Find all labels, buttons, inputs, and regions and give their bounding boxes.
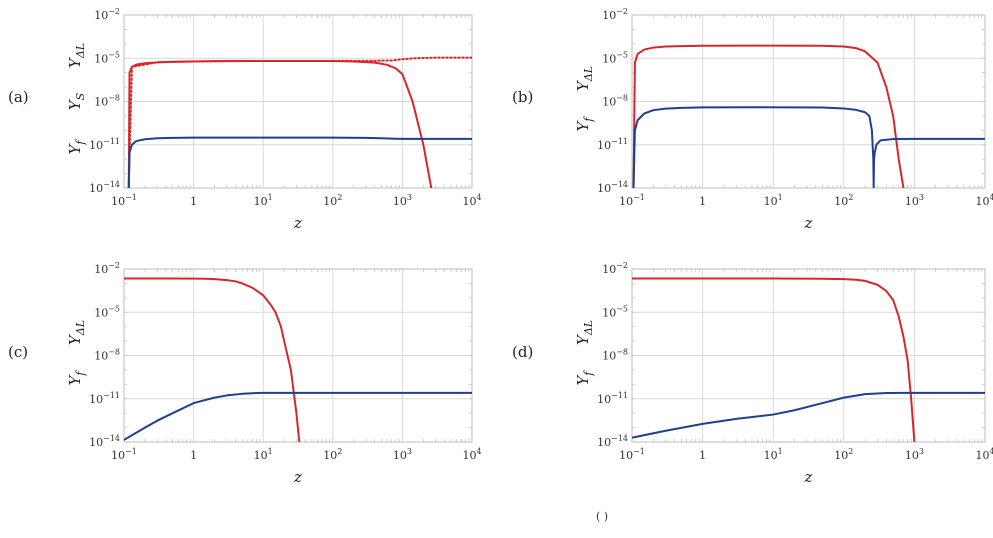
x-tick-label: 1 bbox=[699, 195, 706, 208]
y-axis-label-part: YΔL bbox=[66, 43, 87, 68]
x-tick-label: 101 bbox=[764, 447, 783, 462]
x-tick-label: 102 bbox=[323, 193, 342, 208]
y-axis-label-part: Yf bbox=[66, 370, 87, 386]
x-tick-label: 104 bbox=[975, 447, 993, 462]
y-axis-label-part-text: Yf bbox=[574, 116, 595, 132]
y-tick-label: 10−8 bbox=[94, 348, 120, 363]
y-axis-label-part: Yf bbox=[574, 116, 595, 132]
x-tick-label: 102 bbox=[834, 447, 853, 462]
series-line-1 bbox=[124, 391, 472, 441]
y-axis-label-part-text: Yf bbox=[66, 139, 87, 155]
y-axis-label-part-text: YΔL bbox=[574, 320, 595, 345]
y-tick-label: 10−2 bbox=[602, 261, 628, 276]
y-tick-label: 10−8 bbox=[94, 94, 120, 109]
y-tick-label: 10−5 bbox=[602, 304, 628, 319]
x-tick-label: 101 bbox=[254, 193, 273, 208]
chart-panel-d: 10−1 1 101 102 103 10410−1410−1110−810−510−2z… bbox=[512, 261, 993, 486]
y-tick-label: 10−5 bbox=[94, 50, 120, 65]
y-axis-label-part-text: YS bbox=[66, 92, 87, 110]
y-tick-label: 10−14 bbox=[89, 434, 120, 449]
chart-panel-b: 10−1 1 101 102 103 10410−1410−1110−810−510−2z… bbox=[512, 7, 993, 232]
y-tick-label: 10−11 bbox=[89, 391, 120, 406]
y-tick-label: 10−11 bbox=[597, 391, 628, 406]
x-tick-label: 102 bbox=[323, 447, 342, 462]
x-tick-label: 101 bbox=[764, 193, 783, 208]
y-tick-label: 10−5 bbox=[602, 50, 628, 65]
x-tick-label: 1 bbox=[190, 195, 197, 208]
x-tick-label: 10−1 bbox=[111, 193, 137, 208]
y-tick-label: 10−8 bbox=[602, 348, 628, 363]
y-tick-label: 10−2 bbox=[94, 7, 120, 22]
chart-panel-a: 10−1 1 101 102 103 10410−1410−1110−810−510−2z… bbox=[8, 7, 482, 232]
x-tick-label: 104 bbox=[462, 447, 481, 462]
series-line-0 bbox=[632, 277, 916, 442]
series-line-0 bbox=[124, 277, 301, 442]
x-tick-label: 103 bbox=[905, 193, 924, 208]
y-axis-label-part-text: Yf bbox=[66, 370, 87, 386]
x-tick-label: 101 bbox=[254, 447, 273, 462]
x-tick-label: 103 bbox=[905, 447, 924, 462]
series-line-1 bbox=[632, 391, 985, 439]
chart-panel-c: 10−1 1 101 102 103 10410−1410−1110−810−510−2z… bbox=[8, 261, 482, 486]
plot-frame bbox=[631, 268, 986, 443]
y-axis-label-part-text: YΔL bbox=[66, 320, 87, 345]
y-axis-label-part-text: YΔL bbox=[66, 43, 87, 68]
series-line-1 bbox=[632, 106, 985, 188]
x-axis-label: z bbox=[804, 468, 813, 486]
y-axis-label-part: Yf bbox=[574, 370, 595, 386]
x-tick-label: 104 bbox=[462, 193, 481, 208]
y-tick-label: 10−14 bbox=[597, 180, 628, 195]
x-tick-label: 102 bbox=[834, 193, 853, 208]
x-axis-label: z bbox=[293, 468, 302, 486]
y-tick-label: 10−14 bbox=[89, 180, 120, 195]
x-tick-label: 104 bbox=[975, 193, 993, 208]
y-axis-label-part-text: YΔL bbox=[574, 66, 595, 91]
y-tick-label: 10−5 bbox=[94, 304, 120, 319]
y-tick-label: 10−8 bbox=[602, 94, 628, 109]
footer-text: ( ) bbox=[596, 510, 608, 523]
panel-label: (a) bbox=[8, 88, 29, 106]
series-line-2 bbox=[127, 136, 472, 188]
y-axis-label-part: YΔL bbox=[574, 66, 595, 91]
panel-label: (d) bbox=[512, 343, 533, 361]
panel-label: (c) bbox=[8, 343, 28, 361]
plot-frame bbox=[123, 268, 473, 443]
y-axis-label-part: YΔL bbox=[574, 320, 595, 345]
x-tick-label: 1 bbox=[190, 449, 197, 462]
plot-frame bbox=[123, 14, 473, 189]
y-tick-label: 10−2 bbox=[602, 7, 628, 22]
y-axis-label-part: YS bbox=[66, 92, 87, 110]
x-tick-label: 10−1 bbox=[111, 447, 137, 462]
x-tick-label: 10−1 bbox=[619, 193, 645, 208]
y-tick-label: 10−11 bbox=[89, 137, 120, 152]
y-tick-label: 10−2 bbox=[94, 261, 120, 276]
y-axis-label-part: Yf bbox=[66, 139, 87, 155]
x-tick-label: 10−1 bbox=[619, 447, 645, 462]
series-line-0 bbox=[127, 59, 433, 188]
panel-label: (b) bbox=[512, 88, 533, 106]
x-axis-label: z bbox=[804, 214, 813, 232]
series-line-1 bbox=[127, 56, 472, 188]
x-axis-label: z bbox=[293, 214, 302, 232]
series-line-0 bbox=[632, 44, 905, 188]
x-tick-label: 103 bbox=[393, 447, 412, 462]
y-axis-label-part: YΔL bbox=[66, 320, 87, 345]
x-tick-label: 103 bbox=[393, 193, 412, 208]
plot-frame bbox=[631, 14, 986, 189]
y-tick-label: 10−14 bbox=[597, 434, 628, 449]
x-tick-label: 1 bbox=[699, 449, 706, 462]
y-axis-label-part-text: Yf bbox=[574, 370, 595, 386]
y-tick-label: 10−11 bbox=[597, 137, 628, 152]
